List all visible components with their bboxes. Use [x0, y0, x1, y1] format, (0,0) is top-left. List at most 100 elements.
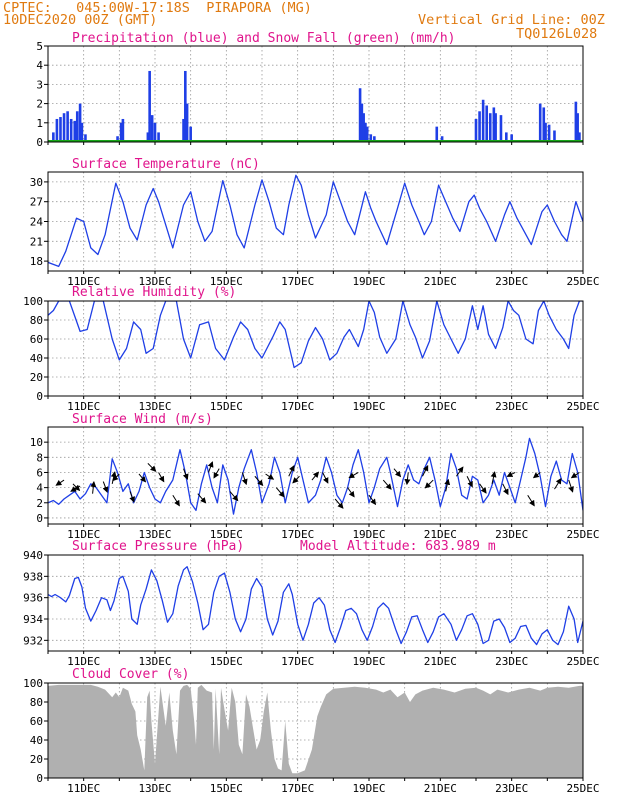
precip-bar: [474, 118, 478, 142]
wind-ytick-label: 8: [36, 451, 43, 464]
temperature-title: Surface Temperature (nC): [72, 157, 260, 172]
wind-xtick-label: 15DEC: [210, 528, 243, 541]
wind-arrow: [334, 498, 344, 509]
precip-frame: [47, 45, 584, 143]
wind-arrow: [444, 478, 451, 492]
pressure-ytick-label: 940: [23, 549, 43, 562]
temperature-ytick-label: 24: [30, 216, 44, 229]
precip-panel: 0 1 2 3 4 5 Precipitation (blue) and Snow Fall…: [36, 31, 584, 149]
precip-ytick-label: 2: [36, 98, 43, 111]
precip-bar: [553, 130, 556, 142]
pressure-line: [48, 566, 583, 646]
wind-arrow: [502, 483, 509, 496]
temperature-xtick-label: 21DEC: [424, 275, 457, 288]
wind-arrow: [568, 479, 574, 493]
precip-bar: [435, 126, 439, 142]
cloud-xtick-label: 15DEC: [210, 782, 243, 795]
precip-bar: [505, 132, 508, 142]
wind-xtick-label: 13DEC: [138, 528, 171, 541]
precip-bar: [146, 132, 150, 142]
wind-arrow: [490, 471, 497, 484]
wind-ytick-label: 10: [30, 436, 43, 449]
humidity-ytick-label: 20: [30, 371, 43, 384]
wind-arrow: [110, 471, 117, 484]
precip-bar: [510, 134, 513, 142]
humidity-frame: [47, 300, 584, 397]
header-grid-note: Vertical Grid Line: 00Z: [418, 12, 605, 28]
pressure-ytick-label: 932: [23, 634, 43, 647]
cloud-title: Cloud Cover (%): [72, 667, 189, 682]
temperature-ytick-label: 18: [30, 255, 43, 268]
precip-bar: [78, 103, 82, 142]
precip-bar: [59, 117, 62, 142]
wind-arrow: [393, 468, 402, 478]
precip-bar: [182, 118, 185, 142]
temperature-panel: 18 21 24 27 30 11DEC 13DEC 15DEC 17DEC 19DEC 21DEC…: [30, 157, 600, 288]
humidity-xtick-label: 23DEC: [495, 400, 528, 413]
wind-arrow: [554, 477, 562, 490]
pressure-xtick-label: 23DEC: [495, 655, 528, 668]
humidity-panel: 0 20 40 60 80 100 11DEC 13DEC 15DEC 17DEC 19DEC 21D…: [23, 285, 599, 413]
wind-arrow: [368, 494, 377, 506]
wind-arrow: [506, 471, 516, 477]
precip-bar: [66, 111, 69, 142]
cloud-area: [48, 684, 583, 778]
precip-ytick-label: 0: [36, 136, 43, 149]
temperature-xtick-label: 11DEC: [67, 275, 100, 288]
precip-bar: [492, 107, 496, 142]
precip-bar: [80, 122, 84, 142]
humidity-xtick-label: 13DEC: [138, 400, 171, 413]
wind-arrow: [424, 479, 434, 489]
temperature-xtick-label: 15DEC: [210, 275, 243, 288]
precip-bar: [73, 120, 77, 142]
humidity-xtick-label: 21DEC: [424, 400, 457, 413]
pressure-xtick-label: 21DEC: [424, 655, 457, 668]
cloud-frame: [47, 682, 584, 779]
precip-bar: [494, 113, 497, 142]
wind-arrow: [55, 479, 65, 486]
wind-arrow: [213, 468, 220, 479]
cloud-ytick-label: 40: [30, 734, 43, 747]
wind-xtick-label: 23DEC: [495, 528, 528, 541]
precip-bar: [574, 101, 578, 142]
wind-xtick-label: 21DEC: [424, 528, 457, 541]
wind-xtick-label: 19DEC: [352, 528, 385, 541]
wind-arrow: [90, 480, 97, 494]
precip-bar: [150, 115, 154, 142]
pressure-xtick-label: 13DEC: [138, 655, 171, 668]
wind-arrow: [275, 487, 285, 498]
wind-arrow: [129, 491, 135, 503]
cloud-xtick-label: 19DEC: [352, 782, 385, 795]
humidity-ytick-label: 0: [36, 390, 43, 403]
wind-arrow: [229, 491, 239, 502]
wind-xtick-label: 11DEC: [67, 528, 100, 541]
temperature-line: [48, 174, 583, 268]
pressure-xtick-label: 11DEC: [67, 655, 100, 668]
pressure-xtick-label: 17DEC: [281, 655, 314, 668]
cloud-xtick-label: 25DEC: [566, 782, 599, 795]
precip-bar: [360, 103, 364, 142]
precip-bar: [84, 134, 87, 142]
pressure-frame: [47, 554, 584, 652]
temperature-ytick-label: 21: [30, 235, 43, 248]
model-altitude-label: Model Altitude: 683.989 m: [300, 539, 496, 554]
wind-arrow: [322, 472, 329, 484]
wind-arrow: [70, 485, 81, 492]
pressure-xtick-label: 19DEC: [352, 655, 385, 668]
wind-arrow: [292, 475, 300, 484]
wind-arrow: [382, 479, 392, 490]
precip-bar: [119, 122, 123, 142]
wind-ytick-label: 4: [36, 482, 43, 495]
wind-xtick-label: 25DEC: [566, 528, 599, 541]
cloud-ytick-label: 0: [36, 772, 43, 785]
precip-bar: [362, 113, 365, 142]
precip-bar: [75, 111, 79, 142]
wind-arrow: [265, 473, 275, 480]
cloud-ytick-label: 100: [23, 677, 43, 690]
temperature-xtick-label: 19DEC: [352, 275, 385, 288]
humidity-xtick-label: 25DEC: [566, 400, 599, 413]
precip-bar: [542, 107, 546, 142]
wind-arrow: [455, 466, 464, 477]
precip-bar: [69, 118, 73, 142]
